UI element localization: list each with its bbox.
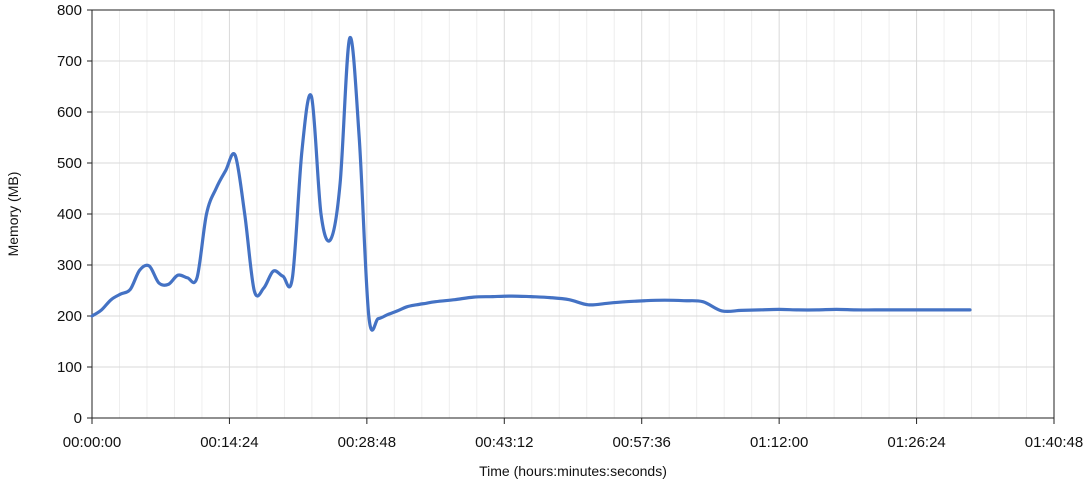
y-tick-label: 100 <box>57 359 82 376</box>
y-tick-label: 400 <box>57 206 82 223</box>
y-axis-title: Memory (MB) <box>5 172 21 257</box>
memory-series-line <box>90 36 972 332</box>
x-tick-label: 00:00:00 <box>63 434 121 451</box>
x-tick-label: 01:40:48 <box>1025 434 1083 451</box>
x-axis-title: Time (hours:minutes:seconds) <box>479 463 667 479</box>
x-tick-label: 00:43:12 <box>475 434 533 451</box>
y-tick-label: 200 <box>57 308 82 325</box>
x-tick-label: 00:28:48 <box>338 434 396 451</box>
y-tick-label: 600 <box>57 104 82 121</box>
y-tick-label: 300 <box>57 257 82 274</box>
y-tick-label: 500 <box>57 155 82 172</box>
x-tick-label: 01:26:24 <box>887 434 945 451</box>
x-tick-label: 01:12:00 <box>750 434 808 451</box>
y-tick-label: 700 <box>57 53 82 70</box>
y-tick-label: 0 <box>74 410 82 427</box>
x-tick-label: 00:57:36 <box>613 434 671 451</box>
y-axis-ticks: 0 100 200 300 400 500 600 700 800 <box>57 2 92 427</box>
major-grid <box>91 9 1055 419</box>
y-tick-label: 800 <box>57 2 82 19</box>
x-axis-ticks: 00:00:00 00:14:24 00:28:48 00:43:12 00:57:36… <box>63 418 1083 451</box>
x-tick-label: 00:14:24 <box>200 434 258 451</box>
